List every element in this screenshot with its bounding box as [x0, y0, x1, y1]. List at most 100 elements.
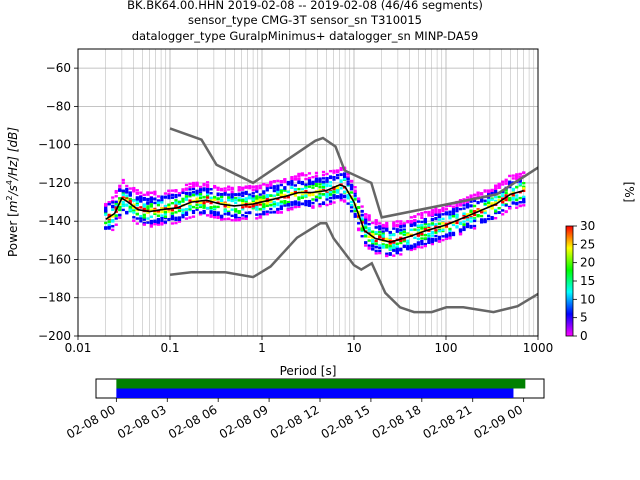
- density-cell: [339, 194, 343, 198]
- density-cell: [146, 191, 150, 195]
- density-cell: [504, 210, 508, 214]
- density-cell: [191, 215, 196, 218]
- density-cell: [188, 193, 192, 196]
- density-cell: [167, 218, 171, 222]
- density-cell: [265, 195, 269, 199]
- y-tick-label: −200: [38, 329, 71, 343]
- density-cell: [149, 198, 153, 201]
- density-cell: [381, 224, 385, 228]
- density-cell: [511, 191, 515, 194]
- density-cell: [220, 215, 224, 218]
- density-cell: [385, 254, 389, 257]
- density-cell: [444, 225, 449, 228]
- density-cell: [307, 192, 312, 195]
- density-cell: [216, 205, 220, 209]
- density-cell: [283, 178, 287, 182]
- density-cell: [297, 198, 301, 201]
- density-cell: [427, 237, 431, 241]
- density-cell: [335, 191, 340, 194]
- density-cell: [427, 238, 431, 242]
- density-cell: [371, 242, 375, 245]
- density-cell: [385, 227, 389, 230]
- density-cell: [318, 177, 322, 180]
- density-cell: [494, 189, 498, 193]
- density-cell: [234, 219, 238, 222]
- density-cell: [128, 205, 132, 209]
- density-cell: [321, 180, 326, 184]
- density-cell: [469, 210, 473, 213]
- density-cell: [511, 174, 515, 177]
- density-cell: [346, 177, 350, 180]
- density-cell: [402, 238, 406, 241]
- density-cell: [430, 223, 435, 226]
- density-cell: [170, 208, 175, 212]
- density-cell: [265, 197, 269, 200]
- density-cell: [279, 211, 283, 214]
- density-cell: [501, 192, 505, 195]
- density-cell: [212, 184, 217, 188]
- density-cell: [290, 176, 294, 179]
- density-cell: [318, 193, 322, 196]
- y-tick-label: −160: [38, 252, 71, 266]
- density-cell: [251, 192, 255, 195]
- density-cell: [458, 230, 463, 233]
- density-cell: [444, 222, 449, 226]
- density-cell: [399, 230, 403, 234]
- density-cell: [434, 224, 438, 228]
- density-cell: [487, 214, 491, 218]
- density-cell: [388, 247, 392, 251]
- density-cell: [188, 202, 192, 205]
- density-cell: [311, 205, 315, 209]
- density-cell: [234, 193, 238, 197]
- density-cell: [469, 220, 473, 223]
- density-cell: [300, 196, 305, 199]
- density-cell: [139, 217, 143, 220]
- density-cell: [181, 214, 185, 217]
- density-cell: [258, 184, 262, 187]
- density-cell: [307, 204, 312, 207]
- density-cell: [455, 225, 459, 228]
- density-cell: [202, 189, 206, 192]
- density-cell: [325, 176, 329, 180]
- y-tick-label: −80: [46, 99, 71, 113]
- density-cell: [244, 217, 248, 220]
- density-cell: [230, 190, 234, 194]
- noise-models: [169, 127, 538, 314]
- density-cell: [156, 220, 160, 224]
- density-cell: [265, 184, 269, 188]
- density-cell: [413, 219, 417, 222]
- density-cell: [177, 209, 182, 213]
- y-tick-label: −180: [38, 291, 71, 305]
- density-cell: [262, 207, 266, 210]
- density-cell: [195, 183, 199, 187]
- density-cell: [518, 196, 522, 200]
- density-cell: [290, 203, 294, 206]
- density-cell: [142, 205, 146, 208]
- density-cell: [501, 213, 505, 216]
- density-cell: [135, 222, 139, 225]
- y-tick-label: −140: [38, 214, 71, 228]
- density-cell: [107, 213, 111, 217]
- colorbar-tick-label: 5: [580, 311, 588, 325]
- density-cell: [350, 183, 354, 187]
- density-cell: [276, 202, 280, 205]
- colorbar-tick-label: 0: [580, 329, 588, 343]
- density-cell: [522, 197, 526, 201]
- density-cell: [462, 198, 466, 201]
- density-cell: [258, 198, 262, 201]
- density-cell: [522, 204, 526, 207]
- density-cell: [462, 226, 466, 229]
- density-cell: [511, 189, 515, 192]
- density-cell: [360, 205, 364, 208]
- density-cell: [220, 217, 224, 221]
- density-cell: [314, 177, 319, 181]
- density-cell: [293, 187, 298, 191]
- density-cell: [388, 239, 392, 243]
- plot-area: 0.01 0.1 1 10 100 1000 −200 −180 −160 −140 −120 −1…: [38, 48, 553, 355]
- density-cell: [255, 198, 259, 201]
- density-cell: [255, 204, 259, 207]
- density-cell: [311, 193, 315, 197]
- density-cell: [378, 227, 382, 231]
- density-cell: [353, 196, 357, 200]
- density-cell: [188, 182, 192, 185]
